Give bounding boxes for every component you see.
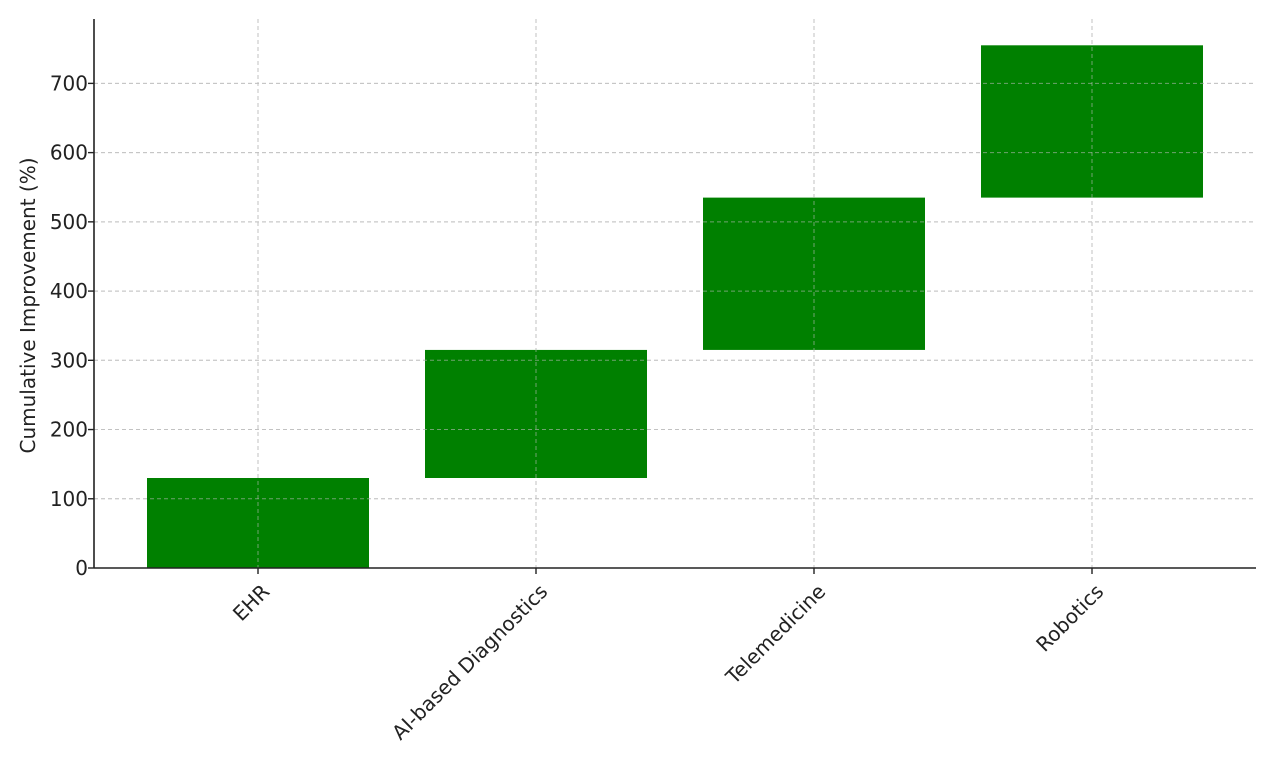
y-tick-label: 500 [50, 210, 88, 234]
x-tick-label: AI-based Diagnostics [387, 579, 552, 744]
y-axis-title: Cumulative Improvement (%) [16, 157, 40, 453]
y-tick-label: 400 [50, 279, 88, 303]
axes [93, 19, 1256, 569]
y-tick-label: 300 [50, 348, 88, 372]
y-tick-label: 100 [50, 487, 88, 511]
y-tick-label: 600 [50, 141, 88, 165]
y-tick-label: 700 [50, 71, 88, 95]
x-tick-label: Robotics [1031, 579, 1108, 656]
x-ticks: EHR AI-based Diagnostics Telemedicine Robot… [228, 568, 1108, 744]
y-ticks: 0 100 200 300 400 500 600 700 [50, 71, 94, 580]
bars [94, 19, 1256, 568]
x-tick-label: Telemedicine [720, 579, 830, 689]
x-tick-label: EHR [228, 579, 274, 625]
y-tick-label: 0 [75, 556, 88, 580]
y-tick-label: 200 [50, 418, 88, 442]
